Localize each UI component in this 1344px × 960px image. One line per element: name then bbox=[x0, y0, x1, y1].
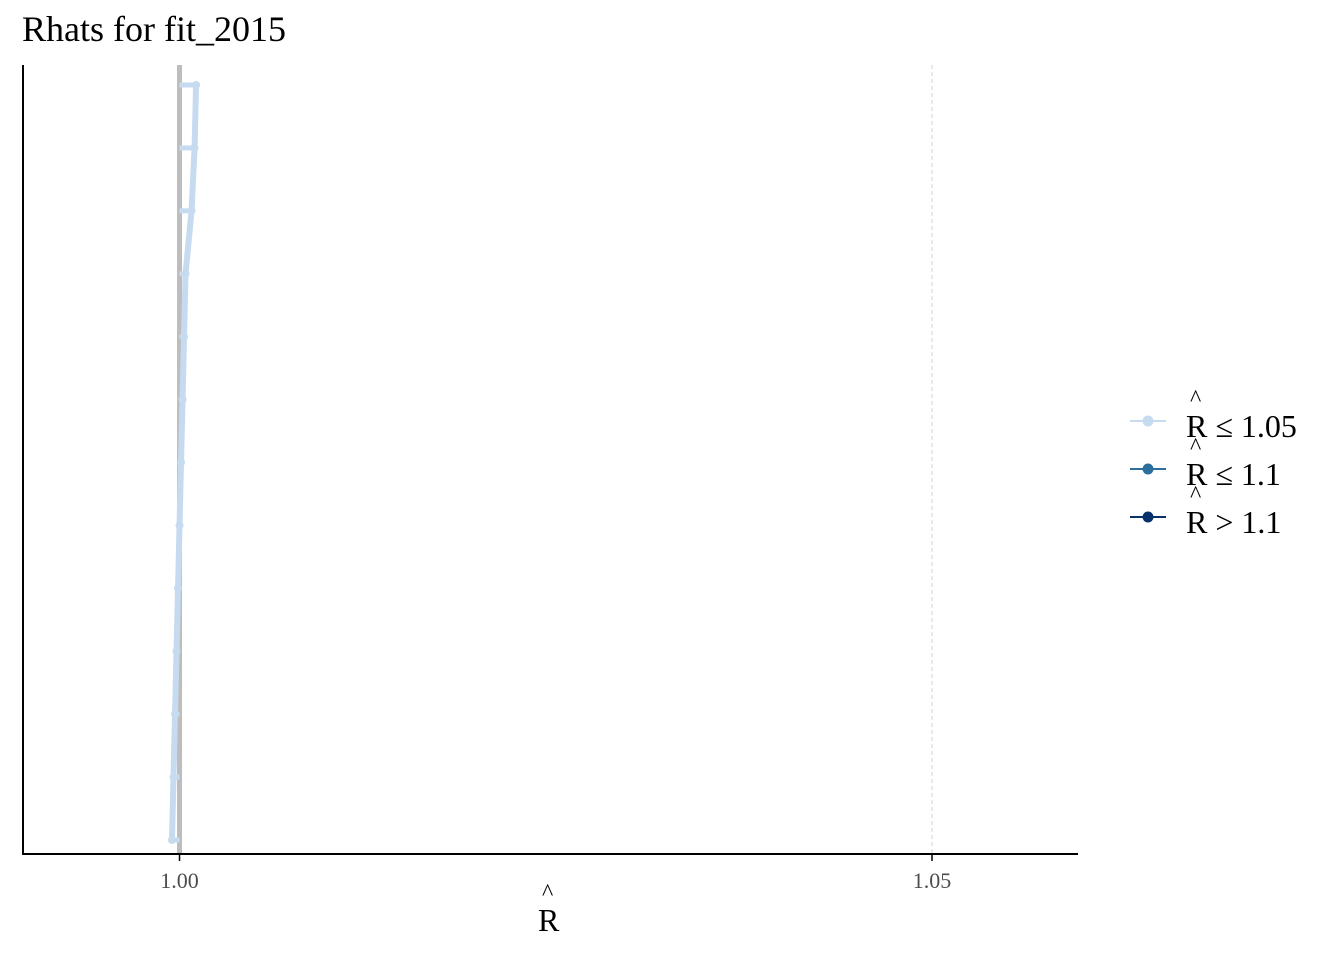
legend-value: 1.05 bbox=[1240, 408, 1297, 444]
legend-key-le-1-1 bbox=[1130, 463, 1166, 475]
legend-key-le-1-05 bbox=[1130, 415, 1166, 427]
legend-hat: ^ bbox=[1190, 434, 1202, 460]
legend-item-le-1-1: ^ R ≤ 1.1 bbox=[1128, 434, 1338, 494]
legend-hat: ^ bbox=[1190, 482, 1202, 508]
legend-r: R bbox=[1186, 408, 1208, 444]
x-axis-title-text: R bbox=[538, 902, 560, 938]
rhat-series-line bbox=[168, 84, 200, 841]
legend-operator: ≤ bbox=[1215, 456, 1233, 492]
x-axis-title-hat: ^ bbox=[542, 880, 554, 906]
x-axis-title: ^ R bbox=[538, 880, 560, 939]
x-tick-label: 1.00 bbox=[160, 868, 199, 893]
rhat-series bbox=[167, 81, 201, 844]
chart-title: Rhats for fit_2015 bbox=[22, 9, 286, 49]
reference-lines bbox=[177, 65, 933, 854]
legend-r: R bbox=[1186, 456, 1208, 492]
legend-operator: ≤ bbox=[1215, 408, 1233, 444]
legend-operator: > bbox=[1215, 504, 1234, 540]
legend-item-gt-1-1: ^ R > 1.1 bbox=[1128, 482, 1338, 542]
legend-value: 1.1 bbox=[1240, 456, 1281, 492]
legend-r: R bbox=[1186, 504, 1208, 540]
legend: ^ R ≤ 1.05 ^ R ≤ 1.1 ^ R > 1.1 bbox=[1128, 386, 1338, 542]
legend-hat: ^ bbox=[1190, 386, 1202, 412]
legend-key-gt-1-1 bbox=[1130, 511, 1166, 523]
x-axis-ticks: 1.00 1.05 bbox=[160, 854, 951, 893]
legend-value: 1.1 bbox=[1241, 504, 1282, 540]
x-tick-label: 1.05 bbox=[913, 868, 952, 893]
legend-item-le-1-05: ^ R ≤ 1.05 bbox=[1128, 386, 1338, 446]
